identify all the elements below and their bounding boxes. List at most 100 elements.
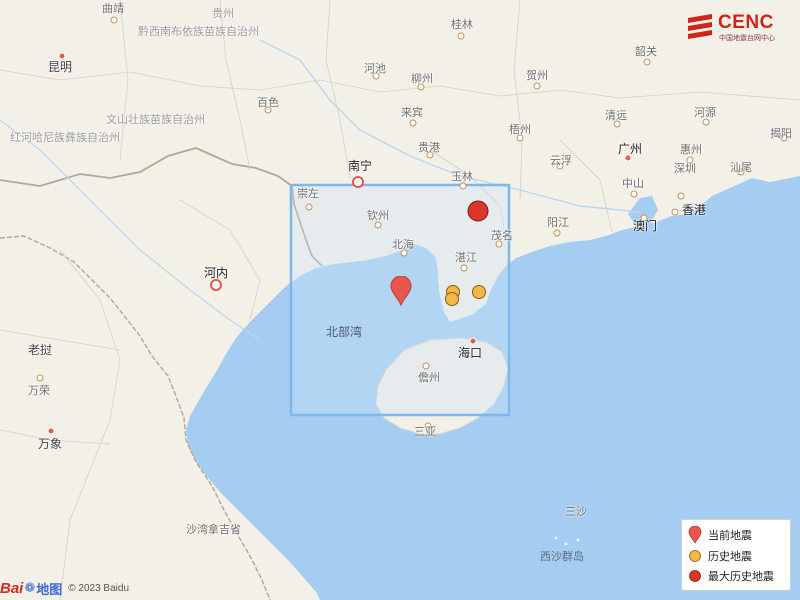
city-label[interactable]: 梧州 bbox=[509, 124, 531, 136]
city-dot bbox=[737, 168, 745, 176]
city-dot bbox=[409, 119, 417, 127]
logo-subtitle: 中国地震台网中心 bbox=[719, 35, 775, 42]
city-label[interactable]: 百色 bbox=[257, 97, 279, 109]
city-dot bbox=[643, 58, 651, 66]
city-dot bbox=[553, 229, 561, 237]
city-label[interactable]: 贺州 bbox=[526, 70, 548, 82]
city-label[interactable]: 昆明 bbox=[48, 60, 73, 74]
city-label[interactable]: 阳江 bbox=[547, 217, 569, 229]
city-label[interactable]: 柳州 bbox=[411, 73, 433, 85]
city-dot bbox=[305, 203, 313, 211]
island-label: 西沙群岛 bbox=[540, 551, 584, 563]
city-dot bbox=[460, 264, 468, 272]
city-dot bbox=[424, 422, 432, 430]
legend-row-current: 当前地震 bbox=[688, 526, 752, 544]
city-label[interactable]: 儋州 bbox=[418, 372, 440, 384]
city-label[interactable]: 海口 bbox=[458, 346, 483, 360]
max-history-quake-marker[interactable] bbox=[466, 199, 490, 223]
city-label[interactable]: 三沙 bbox=[565, 506, 587, 518]
city-dot bbox=[533, 82, 541, 90]
city-label[interactable]: 河内 bbox=[204, 266, 229, 280]
city-label[interactable]: 茂名 bbox=[491, 230, 513, 242]
city-label[interactable]: 崇左 bbox=[297, 188, 319, 200]
city-dot bbox=[677, 192, 685, 200]
cenc-emblem-icon bbox=[688, 14, 712, 39]
baidu-map-text: 地图 bbox=[36, 581, 63, 597]
hainan-island bbox=[375, 337, 509, 435]
city-label[interactable]: 曲靖 bbox=[102, 3, 124, 15]
city-dot bbox=[516, 134, 524, 142]
city-label[interactable]: 汕尾 bbox=[730, 162, 752, 174]
cenc-logo: CENC 中国地震台网中心 bbox=[684, 10, 790, 44]
history-quake-marker[interactable] bbox=[471, 284, 487, 300]
city-dot bbox=[640, 214, 648, 222]
legend-row-max-history: 最大历史地震 bbox=[688, 567, 774, 585]
province-label: 黔西南布依族苗族自治州 bbox=[138, 26, 259, 38]
legend-label-history: 历史地震 bbox=[708, 551, 752, 563]
city-label[interactable]: 香港 bbox=[682, 203, 707, 217]
legend-label-current: 当前地震 bbox=[708, 530, 752, 542]
max-history-quake-legend-icon bbox=[689, 570, 701, 582]
city-label[interactable]: 三亚 bbox=[414, 426, 436, 438]
city-label[interactable]: 玉林 bbox=[451, 171, 473, 183]
city-dot bbox=[417, 83, 425, 91]
city-label[interactable]: 来宾 bbox=[401, 107, 423, 119]
logo-name: CENC bbox=[718, 12, 774, 33]
city-label[interactable]: 钦州 bbox=[367, 210, 389, 222]
city-dot bbox=[630, 190, 638, 198]
city-dot bbox=[264, 106, 272, 114]
city-dot bbox=[47, 427, 55, 435]
city-label[interactable]: 河源 bbox=[694, 107, 716, 119]
city-dot bbox=[459, 182, 467, 190]
province-label: 红河哈尼族彝族自治州 bbox=[10, 132, 120, 144]
city-label[interactable]: 揭阳 bbox=[770, 128, 792, 140]
city-label[interactable]: 韶关 bbox=[635, 46, 657, 58]
city-dot bbox=[702, 118, 710, 126]
city-label[interactable]: 澳门 bbox=[633, 219, 658, 233]
city-label[interactable]: 贵港 bbox=[418, 142, 440, 154]
copyright-text: © 2023 Baidu bbox=[68, 582, 130, 594]
city-dot bbox=[686, 156, 694, 164]
city-dot bbox=[422, 362, 430, 370]
city-dot bbox=[469, 337, 477, 345]
city-dot bbox=[36, 374, 44, 382]
city-label[interactable]: 清远 bbox=[605, 110, 627, 122]
city-dot bbox=[58, 52, 66, 60]
map-attribution[interactable]: Bai ❁ 地图 © 2023 Baidu bbox=[0, 578, 129, 598]
city-label[interactable]: 万荣 bbox=[28, 385, 50, 397]
city-dot bbox=[780, 134, 788, 142]
city-dot bbox=[426, 151, 434, 159]
city-dot bbox=[624, 154, 632, 162]
city-label[interactable]: 广州 bbox=[618, 142, 643, 156]
city-dot bbox=[372, 72, 380, 80]
city-dot bbox=[110, 16, 118, 24]
legend-row-history: 历史地震 bbox=[688, 547, 752, 565]
history-quake-marker[interactable] bbox=[444, 291, 460, 307]
city-label[interactable]: 南宁 bbox=[348, 159, 373, 173]
city-label[interactable]: 中山 bbox=[622, 178, 644, 190]
region-box bbox=[289, 183, 511, 417]
city-label[interactable]: 桂林 bbox=[451, 19, 473, 31]
city-dot bbox=[495, 240, 503, 248]
city-label[interactable]: 云浮 bbox=[550, 155, 572, 167]
city-dot bbox=[400, 249, 408, 257]
province-label: 贵州 bbox=[212, 8, 234, 20]
current-quake-marker[interactable] bbox=[390, 276, 412, 306]
city-label[interactable]: 万象 bbox=[38, 437, 63, 451]
city-label[interactable]: 惠州 bbox=[680, 144, 702, 156]
baidu-paw-icon: ❁ bbox=[24, 580, 36, 595]
city-dot bbox=[613, 120, 621, 128]
city-label[interactable]: 湛江 bbox=[455, 252, 477, 264]
city-dot bbox=[457, 32, 465, 40]
city-dot bbox=[374, 221, 382, 229]
country-label: 老挝 bbox=[28, 343, 53, 357]
current-quake-legend-icon bbox=[688, 526, 702, 544]
city-label[interactable]: 河池 bbox=[364, 63, 386, 75]
city-dot bbox=[210, 279, 222, 291]
city-label[interactable]: 深圳 bbox=[674, 163, 696, 175]
province-label: 文山壮族苗族自治州 bbox=[106, 114, 205, 126]
city-label[interactable]: 北海 bbox=[392, 239, 414, 251]
baidu-brand-text: Bai bbox=[0, 579, 24, 597]
